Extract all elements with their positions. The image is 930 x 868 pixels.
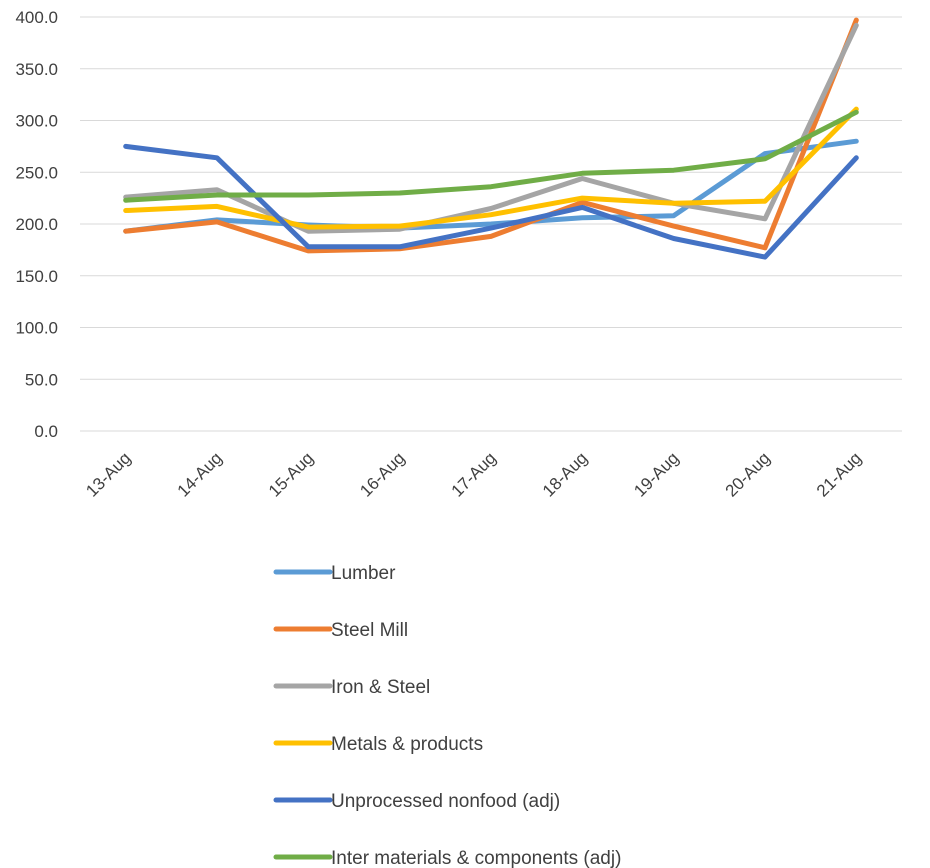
legend-item: Metals & products: [273, 734, 483, 755]
y-tick-label: 0.0: [34, 422, 58, 441]
legend-label: Lumber: [331, 563, 396, 584]
legend-item: Iron & Steel: [273, 677, 430, 698]
legend-label: Unprocessed nonfood (adj): [331, 791, 560, 812]
x-axis-tick-labels: 13-Aug 14-Aug 15-Aug 16-Aug 17-Aug 18-Aug 19-A…: [82, 448, 865, 500]
legend-item: Unprocessed nonfood (adj): [273, 791, 560, 812]
series-line-metals-products: [123, 106, 859, 230]
x-tick-label: 20-Aug: [722, 448, 774, 500]
x-tick-label: 18-Aug: [539, 448, 591, 500]
y-tick-label: 50.0: [25, 370, 58, 389]
x-tick-label: 13-Aug: [82, 448, 134, 500]
legend-label: Metals & products: [331, 734, 483, 755]
legend-label: Steel Mill: [331, 620, 408, 641]
y-tick-label: 400.0: [15, 8, 58, 27]
x-tick-label: 14-Aug: [174, 448, 226, 500]
y-tick-label: 300.0: [15, 112, 58, 131]
y-tick-label: 250.0: [15, 163, 58, 182]
y-tick-label: 200.0: [15, 215, 58, 234]
series-line-iron-steel: [123, 22, 859, 234]
legend: Lumber Steel Mill Iron & Steel Metals & pro…: [273, 563, 621, 868]
x-tick-label: 21-Aug: [813, 448, 865, 500]
y-axis-tick-labels: 0.0 50.0 100.0 150.0 200.0 250.0 300.0 350.0 400…: [15, 8, 58, 441]
legend-label: Iron & Steel: [331, 677, 430, 698]
x-tick-label: 16-Aug: [356, 448, 408, 500]
x-tick-label: 17-Aug: [448, 448, 500, 500]
legend-item: Steel Mill: [273, 620, 408, 641]
x-tick-label: 19-Aug: [630, 448, 682, 500]
legend-label: Inter materials & components (adj): [331, 848, 621, 868]
y-tick-label: 350.0: [15, 60, 58, 79]
series-lines: [123, 17, 859, 260]
legend-item: Lumber: [273, 563, 396, 584]
y-tick-label: 100.0: [15, 319, 58, 338]
x-tick-label: 15-Aug: [265, 448, 317, 500]
series-line-lumber: [123, 138, 859, 234]
series-line-unprocessed-nonfood-adj: [123, 143, 859, 260]
series-line-steel-mill: [123, 17, 859, 254]
series-line-inter-materials-components-adj: [123, 109, 859, 203]
legend-item: Inter materials & components (adj): [273, 848, 621, 868]
y-tick-label: 150.0: [15, 267, 58, 286]
